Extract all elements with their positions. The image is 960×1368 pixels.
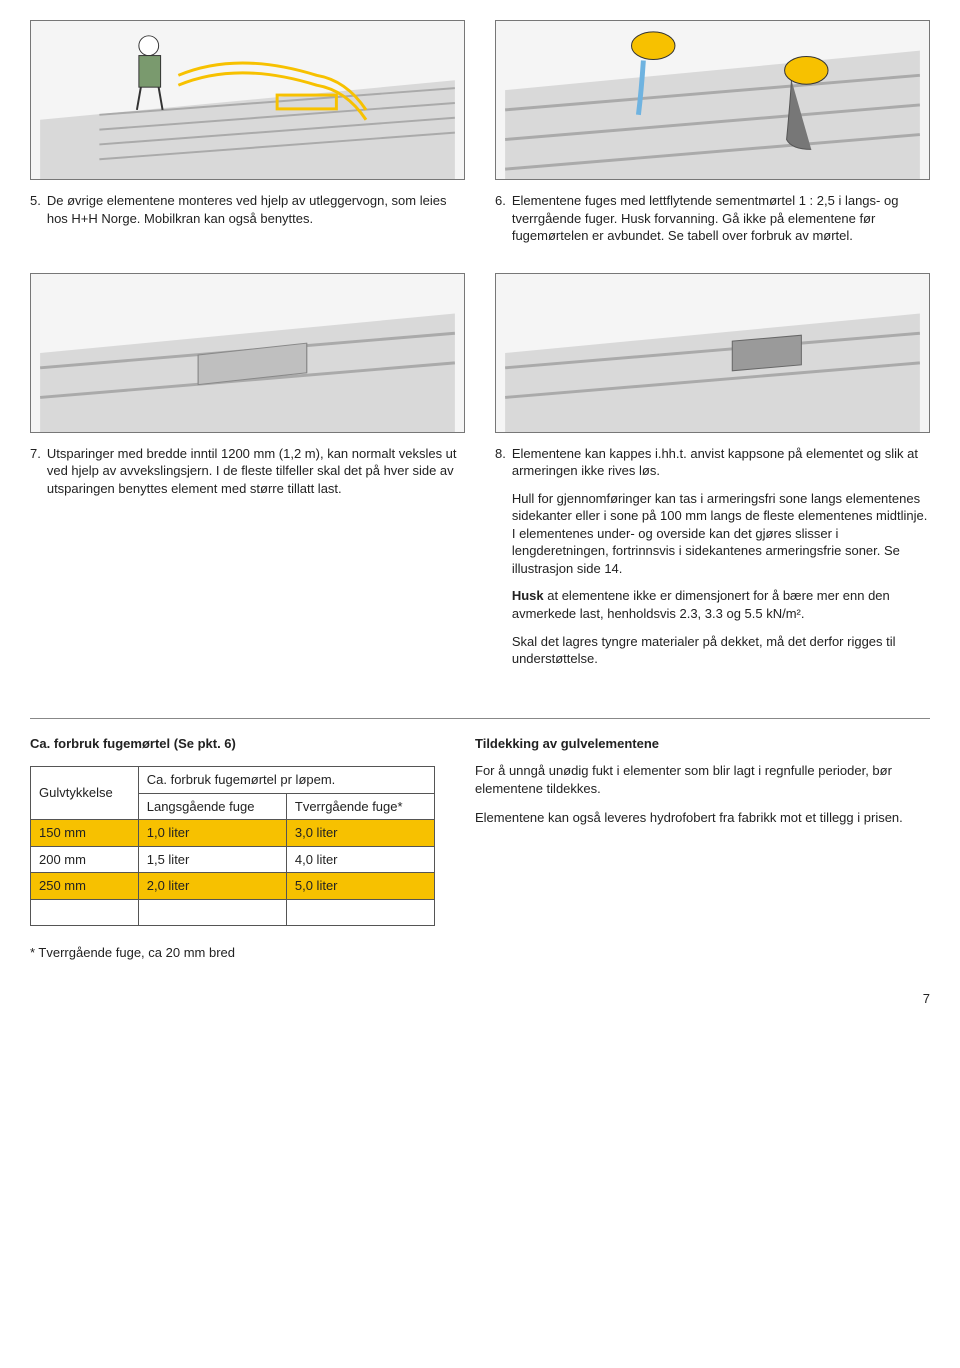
mortar-header-row-1: Gulvtykkelse Ca. forbruk fugemørtel pr l… [31, 767, 435, 794]
step-6-num: 6. [495, 192, 506, 245]
step-7: 7. Utsparinger med bredde inntil 1200 mm… [30, 445, 465, 498]
illustration-6 [495, 20, 930, 180]
cell [286, 899, 434, 926]
cell: 250 mm [31, 873, 139, 900]
cell: 200 mm [31, 846, 139, 873]
step-8-p2: Hull for gjennomføringer kan tas i armer… [512, 490, 930, 578]
cell: 1,0 liter [138, 820, 286, 847]
step-8-husk-p2: Skal det lagres tyngre materialer på dek… [512, 633, 930, 668]
section-divider [30, 718, 930, 719]
cell: 3,0 liter [286, 820, 434, 847]
step-6-text: Elementene fuges med lettflytende sement… [512, 192, 930, 245]
table-row: 250 mm 2,0 liter 5,0 liter [31, 873, 435, 900]
mortar-title: Ca. forbruk fugemørtel (Se pkt. 6) [30, 735, 435, 753]
step-5-col: 5. De øvrige elementene monteres ved hje… [30, 20, 465, 265]
h-forbruk: Ca. forbruk fugemørtel pr løpem. [138, 767, 434, 794]
step-8-body: Elementene kan kappes i.hh.t. anvist kap… [512, 445, 930, 678]
cell [31, 899, 139, 926]
cell [138, 899, 286, 926]
cell: 150 mm [31, 820, 139, 847]
step-8-num: 8. [495, 445, 506, 678]
lower-section: Ca. forbruk fugemørtel (Se pkt. 6) Gulvt… [30, 735, 930, 962]
tildekking-section: Tildekking av gulvelementene For å unngå… [475, 735, 930, 962]
tildekking-p1: For å unngå unødig fukt i elementer som … [475, 762, 930, 797]
husk-p1: at elementene ikke er dimensjonert for å… [512, 588, 890, 621]
tildekking-p2: Elementene kan også leveres hydrofobert … [475, 809, 930, 827]
step-7-num: 7. [30, 445, 41, 498]
step-8-col: 8. Elementene kan kappes i.hh.t. anvist … [495, 273, 930, 698]
step-7-col: 7. Utsparinger med bredde inntil 1200 mm… [30, 273, 465, 698]
illustration-8 [495, 273, 930, 433]
step-5: 5. De øvrige elementene monteres ved hje… [30, 192, 465, 227]
cell: 2,0 liter [138, 873, 286, 900]
mortar-table: Gulvtykkelse Ca. forbruk fugemørtel pr l… [30, 766, 435, 926]
cell: 4,0 liter [286, 846, 434, 873]
cell: 1,5 liter [138, 846, 286, 873]
step-5-text: De øvrige elementene monteres ved hjelp … [47, 192, 465, 227]
step-8: 8. Elementene kan kappes i.hh.t. anvist … [495, 445, 930, 678]
step-5-num: 5. [30, 192, 41, 227]
step-8-husk: Husk at elementene ikke er dimensjonert … [512, 587, 930, 622]
step-row-1: 5. De øvrige elementene monteres ved hje… [30, 20, 930, 265]
step-6-col: 6. Elementene fuges med lettflytende sem… [495, 20, 930, 265]
husk-label: Husk [512, 588, 544, 603]
illustration-5 [30, 20, 465, 180]
step-row-2: 7. Utsparinger med bredde inntil 1200 mm… [30, 273, 930, 698]
illustration-7 [30, 273, 465, 433]
step-8-p1: Elementene kan kappes i.hh.t. anvist kap… [512, 445, 930, 480]
table-row: 150 mm 1,0 liter 3,0 liter [31, 820, 435, 847]
mortar-footnote: * Tverrgående fuge, ca 20 mm bred [30, 944, 435, 962]
h-gulv: Gulvtykkelse [31, 767, 139, 820]
mortar-section: Ca. forbruk fugemørtel (Se pkt. 6) Gulvt… [30, 735, 435, 962]
cell: 5,0 liter [286, 873, 434, 900]
h-tverr: Tverrgående fuge* [286, 793, 434, 820]
step-6: 6. Elementene fuges med lettflytende sem… [495, 192, 930, 245]
table-row-empty [31, 899, 435, 926]
table-row: 200 mm 1,5 liter 4,0 liter [31, 846, 435, 873]
h-langs: Langsgående fuge [138, 793, 286, 820]
page-number: 7 [30, 990, 930, 1008]
step-7-text: Utsparinger med bredde inntil 1200 mm (1… [47, 445, 465, 498]
tildekking-title: Tildekking av gulvelementene [475, 735, 930, 753]
